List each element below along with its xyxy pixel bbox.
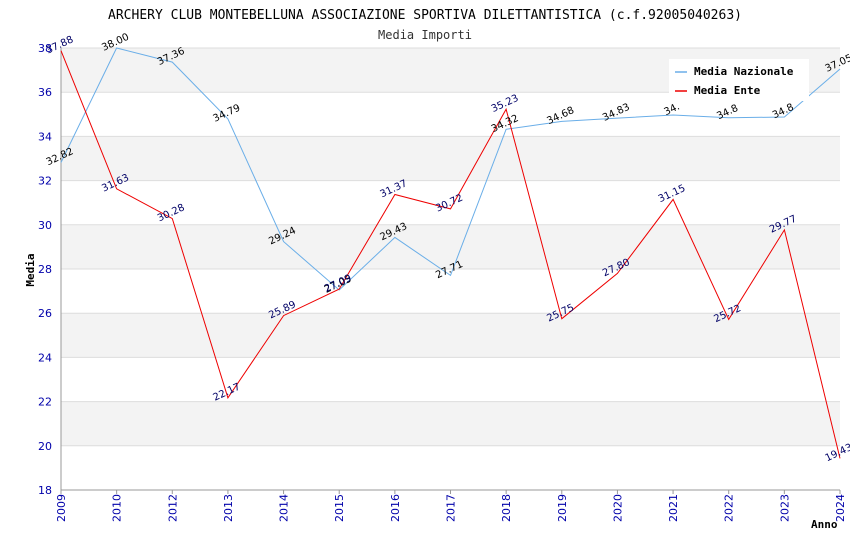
background-bands: [61, 48, 840, 490]
x-tick-label: 2022: [723, 494, 736, 522]
x-tick-label: 2015: [333, 494, 346, 522]
band-22: [61, 357, 840, 402]
y-tick-label: 36: [38, 86, 52, 99]
chart-title: ARCHERY CLUB MONTEBELLUNA ASSOCIAZIONE S…: [108, 8, 742, 23]
x-tick-label: 2019: [556, 494, 569, 522]
x-tick-label: 2014: [278, 494, 291, 522]
band-24: [61, 313, 840, 358]
band-32: [61, 136, 840, 181]
series-line-media-ente: [60, 50, 841, 459]
chart-subtitle: Media Importi: [378, 28, 472, 42]
y-tick-label: 24: [38, 351, 52, 364]
band-28: [61, 224, 840, 269]
series-line-media-nazionale: [60, 47, 841, 291]
y-tick-label: 26: [38, 307, 52, 320]
series-layer: [60, 47, 841, 459]
x-tick-label: 2021: [667, 494, 680, 522]
x-tick-label: 2018: [500, 494, 513, 522]
y-tick-label: 38: [38, 42, 52, 55]
x-tick-label: 2020: [611, 494, 624, 522]
x-tick-label: 2024: [834, 494, 847, 522]
y-tick-label: 30: [38, 219, 52, 232]
x-tick-label: 2009: [55, 494, 68, 522]
legend-label-media-nazionale: Media Nazionale: [694, 65, 794, 78]
band-30: [61, 180, 840, 225]
y-tick-label: 34: [38, 130, 52, 143]
band-20: [61, 401, 840, 446]
y-tick-label: 32: [38, 175, 52, 188]
y-tick-label: 18: [38, 484, 52, 497]
x-tick-label: 2012: [166, 494, 179, 522]
legend-box: [669, 59, 809, 101]
y-tick-label: 22: [38, 396, 52, 409]
legend-label-media-ente: Media Ente: [694, 84, 761, 97]
y-axis-label: Media: [24, 253, 37, 286]
y-tick-labels: 18 20 22 24 26 28 30 32 34 36 38: [38, 42, 52, 497]
band-18: [61, 445, 840, 490]
x-tick-labels: 2009 2010 2012 2013 2014 2015 2016 2017 2018 2019…: [55, 490, 847, 522]
x-tick-label: 2016: [389, 494, 402, 522]
x-tick-label: 2010: [111, 494, 124, 522]
x-axis-label: Anno: [811, 518, 838, 531]
x-tick-label: 2017: [445, 494, 458, 522]
legend: Media Nazionale Media Ente: [669, 59, 809, 101]
x-tick-label: 2013: [222, 494, 235, 522]
y-tick-label: 28: [38, 263, 52, 276]
x-tick-label: 2023: [778, 494, 791, 522]
y-tick-label: 20: [38, 440, 52, 453]
band-26: [61, 269, 840, 314]
